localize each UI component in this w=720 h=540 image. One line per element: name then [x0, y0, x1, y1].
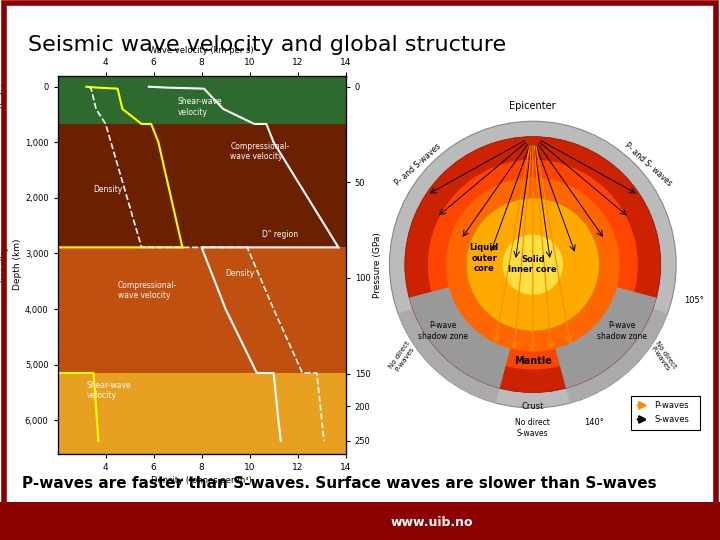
- Text: Solid
Inner core: Solid Inner core: [508, 255, 557, 274]
- Circle shape: [446, 178, 620, 352]
- Text: Shear-wave
velocity: Shear-wave velocity: [178, 97, 222, 117]
- Bar: [58, 373, 346, 454]
- Text: P- and S-waves: P- and S-waves: [393, 142, 442, 187]
- Text: D" region: D" region: [261, 230, 298, 239]
- Text: Oxides: Oxides: [0, 82, 9, 107]
- Text: Liquid
outer
core: Liquid outer core: [469, 244, 499, 273]
- Text: No direct
P-waves: No direct P-waves: [388, 340, 417, 374]
- Circle shape: [428, 160, 638, 369]
- Text: Shear-wave
velocity: Shear-wave velocity: [86, 381, 131, 400]
- Circle shape: [467, 198, 599, 331]
- Text: www.uib.no: www.uib.no: [391, 516, 473, 530]
- Wedge shape: [409, 265, 533, 388]
- Bar: [58, 124, 346, 247]
- Text: S-waves: S-waves: [654, 415, 689, 424]
- Y-axis label: Depth (km): Depth (km): [13, 239, 22, 291]
- Text: P-waves are faster than S-waves. Surface waves are slower than S-waves: P-waves are faster than S-waves. Surface…: [22, 476, 656, 491]
- Text: 140°: 140°: [585, 418, 604, 427]
- Text: Density: Density: [225, 269, 255, 278]
- Y-axis label: Pressure (GPa): Pressure (GPa): [373, 232, 382, 298]
- Text: Mantle: Mantle: [514, 356, 552, 366]
- Text: Epicenter: Epicenter: [510, 101, 556, 111]
- Text: Seismic wave velocity and global structure: Seismic wave velocity and global structu…: [28, 35, 506, 56]
- Bar: [58, 76, 346, 124]
- Text: No direct
P-waves: No direct P-waves: [649, 340, 678, 374]
- X-axis label: Wave velocity (km per s): Wave velocity (km per s): [149, 46, 254, 56]
- Text: Compressional-
wave velocity: Compressional- wave velocity: [230, 141, 289, 161]
- Text: Compressional-
wave velocity: Compressional- wave velocity: [117, 281, 177, 300]
- Text: 105°: 105°: [684, 296, 703, 305]
- Text: P-waves: P-waves: [654, 401, 689, 410]
- Wedge shape: [533, 265, 657, 388]
- Text: No direct
S-waves: No direct S-waves: [516, 418, 550, 437]
- Text: Iron alloy: Iron alloy: [0, 247, 9, 282]
- X-axis label: Density (tonnes per m³): Density (tonnes per m³): [151, 476, 252, 485]
- Text: Crust: Crust: [521, 402, 544, 410]
- Text: P-wave
shadow zone: P-wave shadow zone: [418, 321, 468, 341]
- Text: P-wave
shadow zone: P-wave shadow zone: [598, 321, 647, 341]
- Wedge shape: [398, 265, 533, 403]
- Text: P- and S- waves: P- and S- waves: [623, 141, 673, 188]
- FancyBboxPatch shape: [631, 396, 701, 430]
- Bar: [58, 247, 346, 373]
- Text: Density: Density: [94, 185, 123, 194]
- Circle shape: [502, 234, 564, 295]
- Circle shape: [405, 137, 661, 393]
- Wedge shape: [533, 265, 667, 403]
- Circle shape: [390, 122, 676, 408]
